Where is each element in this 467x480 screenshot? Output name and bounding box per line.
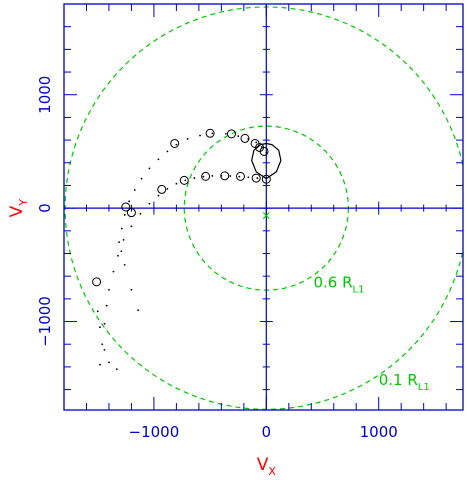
upper-stream-marker	[170, 138, 180, 148]
upper-stream-dot	[255, 141, 258, 144]
y-tick-label: −1000	[36, 296, 54, 347]
circle-label-sub: L1	[353, 285, 365, 296]
circle-label-sub: L1	[418, 382, 430, 393]
upper-stream-dot	[133, 189, 136, 191]
lower-stream-dot	[122, 238, 125, 241]
data-layer: ×	[92, 128, 282, 371]
upper-stream-dot	[175, 143, 178, 146]
upper-stream-marker	[92, 277, 102, 287]
upper-stream-dot	[118, 241, 120, 244]
upper-stream-dot	[224, 132, 227, 135]
upper-stream-dot	[199, 134, 201, 137]
outer-dot	[108, 361, 110, 364]
upper-stream-marker	[205, 128, 215, 138]
x-axis-title-sub: X	[268, 465, 276, 478]
lower-stream-marker	[179, 175, 189, 185]
outer-dot	[123, 263, 126, 266]
y-tick-label: 1000	[36, 76, 54, 114]
upper-stream-dot	[123, 214, 126, 216]
upper-stream-dot	[157, 158, 160, 161]
circle-label-main: 0.6 R	[314, 274, 353, 292]
outer-dot	[130, 288, 133, 291]
lower-stream-dot	[166, 187, 169, 190]
lower-stream-dot	[238, 175, 241, 178]
y-tick-label: 0	[36, 203, 54, 213]
accretion-loop	[251, 142, 282, 180]
outer-dot	[99, 326, 101, 329]
lower-stream-dot	[193, 177, 196, 179]
lower-stream-dot	[130, 225, 133, 228]
lower-stream-marker	[157, 184, 167, 194]
lower-stream-marker	[201, 171, 211, 181]
lower-stream-dot	[99, 363, 101, 366]
circle-label-2: 0.1 RL1	[379, 371, 430, 393]
y-axis-title: VY	[7, 199, 30, 218]
upper-stream-dot	[166, 150, 169, 153]
outer-dot	[96, 310, 99, 313]
lower-stream-marker	[261, 174, 271, 184]
x-tick-label: 0	[262, 423, 272, 441]
upper-stream-marker	[226, 129, 236, 139]
outer-dot	[120, 250, 123, 253]
lower-stream-dot	[256, 177, 259, 179]
y-axis-title-main: V	[7, 205, 27, 217]
lower-stream-dot	[229, 175, 232, 177]
lower-stream-dot	[105, 304, 108, 307]
lower-stream-dot	[211, 175, 214, 177]
lower-stream-marker	[220, 171, 230, 181]
lower-stream-dot	[108, 288, 110, 291]
lower-stream-dot	[184, 179, 187, 182]
upper-stream-dot	[120, 227, 123, 230]
lower-stream-dot	[247, 176, 250, 179]
x-tick-label: 1000	[360, 423, 398, 441]
upper-stream-dot	[140, 177, 143, 180]
lower-stream-dot	[103, 322, 106, 325]
upper-stream-dot	[265, 151, 268, 154]
upper-stream-dot	[128, 200, 131, 203]
axes-frame	[63, 3, 464, 411]
lower-stream-marker	[251, 173, 261, 183]
plot-frame	[63, 3, 464, 411]
lower-stream-dot	[139, 212, 142, 215]
upper-stream-marker	[121, 202, 131, 212]
upper-stream-dot	[186, 138, 189, 140]
lower-stream-dot	[175, 182, 178, 185]
outer-dot	[137, 309, 140, 312]
lower-stream-dot	[117, 254, 119, 257]
lower-stream-dot	[202, 175, 205, 178]
x-axis-title: VX	[257, 455, 277, 478]
circle-label-main: 0.1 R	[379, 371, 418, 389]
lower-stream-marker	[235, 171, 245, 181]
upper-stream-marker	[240, 133, 250, 143]
upper-stream-dot	[211, 132, 214, 135]
x-tick-label: −1000	[129, 423, 180, 441]
outer-dot	[103, 348, 106, 351]
upper-stream-marker	[259, 146, 269, 156]
upper-stream-dot	[148, 167, 151, 170]
lower-stream-dot	[148, 202, 151, 205]
y-axis-title-sub: Y	[17, 199, 30, 207]
lower-stream-marker	[126, 208, 136, 218]
lower-stream-dot	[157, 194, 160, 197]
lower-stream-dot	[112, 270, 115, 273]
x-axis-title-main: V	[257, 455, 269, 475]
center-marker: ×	[261, 209, 271, 223]
circle-label-1: 0.6 RL1	[314, 274, 365, 296]
lower-stream-dot	[101, 343, 104, 346]
upper-stream-dot	[237, 135, 240, 138]
outer-dot	[115, 368, 118, 371]
